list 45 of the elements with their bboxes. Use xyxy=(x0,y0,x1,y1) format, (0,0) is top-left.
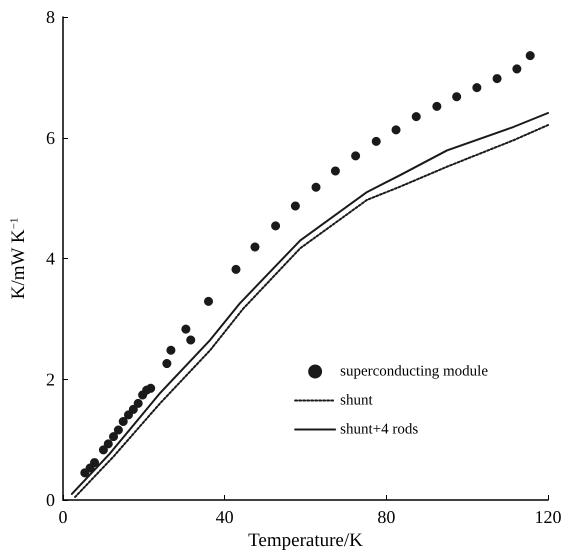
legend-label: superconducting module xyxy=(340,364,488,380)
y-tick-label: 4 xyxy=(46,248,55,268)
y-tick-label: 0 xyxy=(46,490,55,510)
point xyxy=(166,346,176,355)
x-tick-label: 40 xyxy=(216,507,234,527)
point xyxy=(351,151,360,160)
point xyxy=(472,83,482,92)
y-axis-title: K/mW K−1 xyxy=(8,218,29,300)
x-tick-label: 80 xyxy=(377,507,396,527)
point xyxy=(98,445,108,454)
point xyxy=(124,410,133,420)
point xyxy=(452,92,462,102)
point xyxy=(118,417,128,426)
point xyxy=(90,458,100,468)
point xyxy=(104,439,113,448)
point xyxy=(162,359,172,368)
point xyxy=(204,296,213,306)
x-tick-label: 120 xyxy=(534,507,562,527)
point xyxy=(312,182,321,192)
point xyxy=(526,51,535,60)
point xyxy=(134,398,143,408)
y-tick-label: 8 xyxy=(46,7,55,27)
point xyxy=(290,201,300,210)
point xyxy=(181,324,190,334)
point xyxy=(186,336,196,345)
point xyxy=(432,102,442,111)
y-tick-label: 2 xyxy=(46,369,55,390)
point xyxy=(412,112,421,122)
x-tick-label: 0 xyxy=(58,507,68,527)
x-axis-title: Temperature/K xyxy=(248,530,364,551)
point xyxy=(512,64,522,74)
legend-label: shunt xyxy=(340,392,374,408)
point xyxy=(109,432,118,442)
point xyxy=(114,425,123,434)
point xyxy=(392,125,401,134)
point xyxy=(492,74,502,84)
point xyxy=(250,242,260,252)
point xyxy=(128,404,138,414)
point xyxy=(146,384,156,393)
point xyxy=(372,136,381,146)
point xyxy=(231,264,240,274)
point xyxy=(271,221,280,230)
y-tick-label: 6 xyxy=(46,128,55,148)
legend-label: shunt+4 rods xyxy=(340,422,418,438)
point xyxy=(330,166,340,176)
